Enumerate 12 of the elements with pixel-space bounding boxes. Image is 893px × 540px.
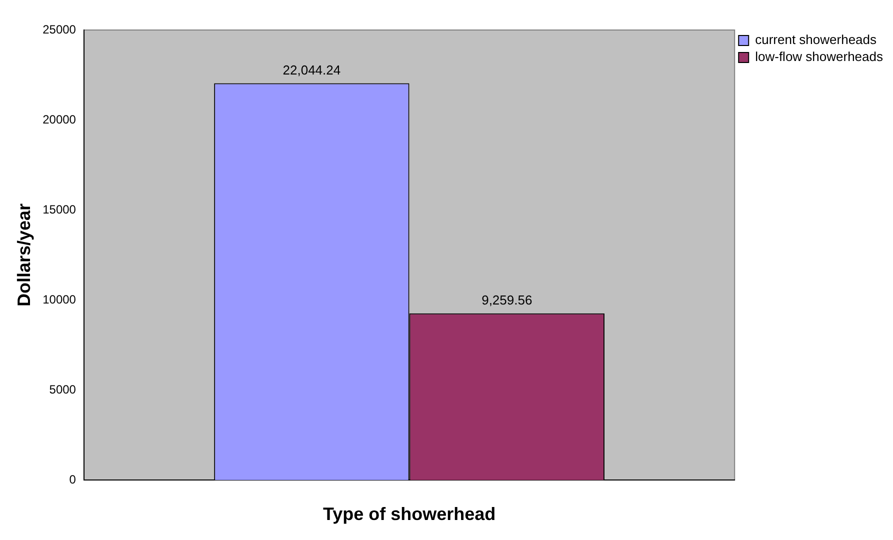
y-tick-label: 20000 xyxy=(42,112,76,126)
y-tick-label: 15000 xyxy=(42,202,76,216)
legend-label: current showerheads xyxy=(755,32,878,48)
x-axis-title: Type of showerhead xyxy=(322,504,496,524)
y-tick-label: 0 xyxy=(69,472,76,486)
y-axis-title: Dollars/year xyxy=(14,203,34,307)
y-tick-label: 5000 xyxy=(49,382,76,396)
data-label: 9,259.56 xyxy=(482,292,532,308)
y-tick-label: 25000 xyxy=(42,22,76,36)
legend-label: low-flow showerheads xyxy=(755,49,884,64)
data-label: 22,044.24 xyxy=(282,62,341,78)
y-tick-label: 10000 xyxy=(42,292,76,306)
